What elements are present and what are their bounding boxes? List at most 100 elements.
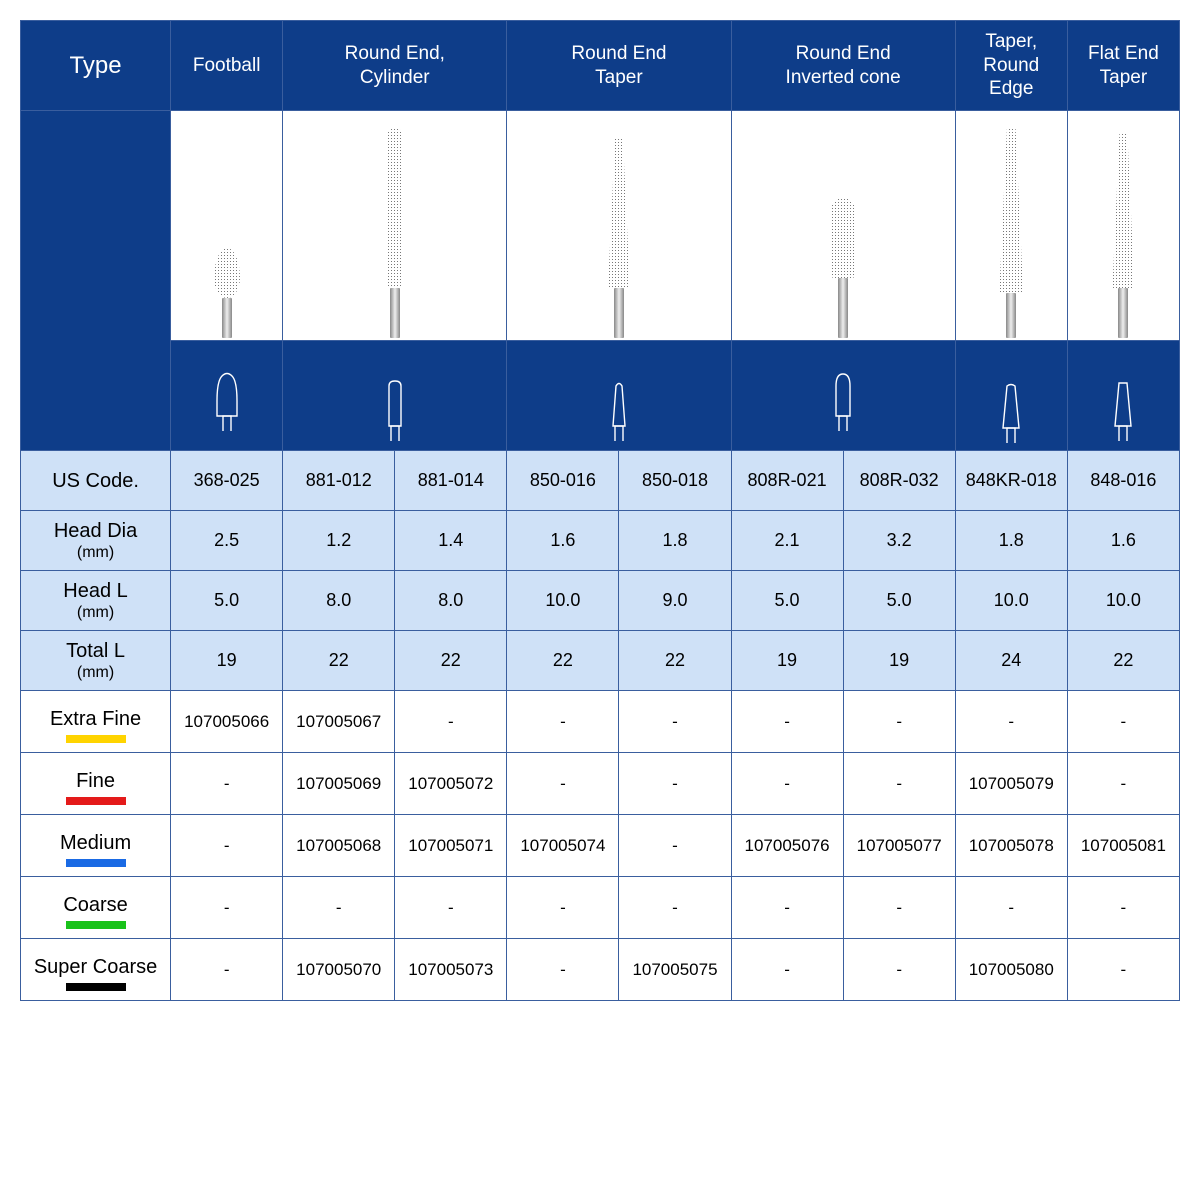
head-l: 5.0 <box>731 571 843 631</box>
head-l: 5.0 <box>171 571 283 631</box>
grade-label: Super Coarse <box>21 939 171 1001</box>
grade-value: 107005073 <box>395 939 507 1001</box>
us-code: 881-014 <box>395 451 507 511</box>
head-l-row: Head L(mm) 5.08.08.010.09.05.05.010.010.… <box>21 571 1180 631</box>
grade-value: - <box>731 939 843 1001</box>
grade-value: - <box>955 877 1067 939</box>
us-code-label: US Code. <box>21 451 171 511</box>
head-dia: 1.2 <box>283 511 395 571</box>
bur-outline <box>283 341 507 451</box>
grade-row: Super Coarse-107005070107005073-10700507… <box>21 939 1180 1001</box>
grade-value: 107005075 <box>619 939 731 1001</box>
us-code-row: US Code. 368-025 881-012 881-014 850-016… <box>21 451 1180 511</box>
photo-row-label <box>21 111 171 451</box>
bur-outline <box>507 341 731 451</box>
col-label: Round End,Cylinder <box>345 43 445 88</box>
grade-value: - <box>619 753 731 815</box>
bur-photo <box>171 111 283 341</box>
grade-value: - <box>619 877 731 939</box>
head-dia: 2.5 <box>171 511 283 571</box>
head-l: 5.0 <box>843 571 955 631</box>
us-code: 368-025 <box>171 451 283 511</box>
total-l: 22 <box>283 631 395 691</box>
head-dia: 1.4 <box>395 511 507 571</box>
grade-value: - <box>843 691 955 753</box>
head-l: 8.0 <box>395 571 507 631</box>
col-round-end-taper: Round EndTaper <box>507 21 731 111</box>
grade-value: 107005071 <box>395 815 507 877</box>
grade-row: Fine-107005069107005072----107005079- <box>21 753 1180 815</box>
grade-value: 107005079 <box>955 753 1067 815</box>
bur-photo <box>1067 111 1179 341</box>
us-code: 881-012 <box>283 451 395 511</box>
bur-photo <box>955 111 1067 341</box>
col-label: Flat EndTaper <box>1088 43 1159 88</box>
head-dia-row: Head Dia(mm) 2.51.21.41.61.82.13.21.81.6 <box>21 511 1180 571</box>
head-l: 9.0 <box>619 571 731 631</box>
total-l-row: Total L(mm) 192222222219192422 <box>21 631 1180 691</box>
grade-value: - <box>731 877 843 939</box>
grade-value: 107005069 <box>283 753 395 815</box>
col-taper-round-edge: Taper,Round Edge <box>955 21 1067 111</box>
bur-outline <box>731 341 955 451</box>
label-text: Head Dia <box>54 520 137 542</box>
grade-value: - <box>619 691 731 753</box>
grade-value: 107005066 <box>171 691 283 753</box>
grade-label: Extra Fine <box>21 691 171 753</box>
type-header: Type <box>21 21 171 111</box>
grade-value: - <box>843 877 955 939</box>
grade-row: Extra Fine107005066107005067------- <box>21 691 1180 753</box>
bur-photo <box>731 111 955 341</box>
grade-value: - <box>171 877 283 939</box>
head-dia: 1.6 <box>507 511 619 571</box>
label-text: Head L <box>63 580 128 602</box>
grade-value: 107005077 <box>843 815 955 877</box>
total-l: 22 <box>1067 631 1179 691</box>
label-sub: (mm) <box>23 543 168 562</box>
grade-swatch <box>66 983 126 991</box>
grade-value: - <box>507 877 619 939</box>
head-dia-label: Head Dia(mm) <box>21 511 171 571</box>
outline-row <box>21 341 1180 451</box>
grade-value: - <box>395 691 507 753</box>
head-dia: 3.2 <box>843 511 955 571</box>
label-text: Total L <box>66 640 125 662</box>
head-dia: 1.8 <box>619 511 731 571</box>
head-dia: 1.6 <box>1067 511 1179 571</box>
grade-value: 107005080 <box>955 939 1067 1001</box>
grade-row: Medium-107005068107005071107005074-10700… <box>21 815 1180 877</box>
grade-label: Fine <box>21 753 171 815</box>
col-flat-end-taper: Flat EndTaper <box>1067 21 1179 111</box>
grade-swatch <box>66 797 126 805</box>
header-row: Type Football Round End,Cylinder Round E… <box>21 21 1180 111</box>
grade-value: 107005070 <box>283 939 395 1001</box>
head-dia: 1.8 <box>955 511 1067 571</box>
grade-value: - <box>731 691 843 753</box>
total-l: 24 <box>955 631 1067 691</box>
grade-value: - <box>507 939 619 1001</box>
grade-label: Medium <box>21 815 171 877</box>
us-code: 850-018 <box>619 451 731 511</box>
grade-value: - <box>171 815 283 877</box>
grades-body: Extra Fine107005066107005067-------Fine-… <box>21 691 1180 1001</box>
grade-value: - <box>171 753 283 815</box>
grade-value: - <box>955 691 1067 753</box>
head-l-label: Head L(mm) <box>21 571 171 631</box>
grade-swatch <box>66 735 126 743</box>
grade-value: 107005076 <box>731 815 843 877</box>
grade-value: - <box>1067 691 1179 753</box>
col-round-end-inverted-cone: Round EndInverted cone <box>731 21 955 111</box>
bur-outline <box>1067 341 1179 451</box>
total-l-label: Total L(mm) <box>21 631 171 691</box>
grade-value: - <box>507 753 619 815</box>
head-l: 10.0 <box>507 571 619 631</box>
grade-value: - <box>507 691 619 753</box>
grade-value: - <box>619 815 731 877</box>
bur-photo <box>283 111 507 341</box>
grade-value: 107005078 <box>955 815 1067 877</box>
label-sub: (mm) <box>23 663 168 682</box>
us-code: 848-016 <box>1067 451 1179 511</box>
grade-value: - <box>1067 939 1179 1001</box>
total-l: 22 <box>395 631 507 691</box>
grade-label: Coarse <box>21 877 171 939</box>
